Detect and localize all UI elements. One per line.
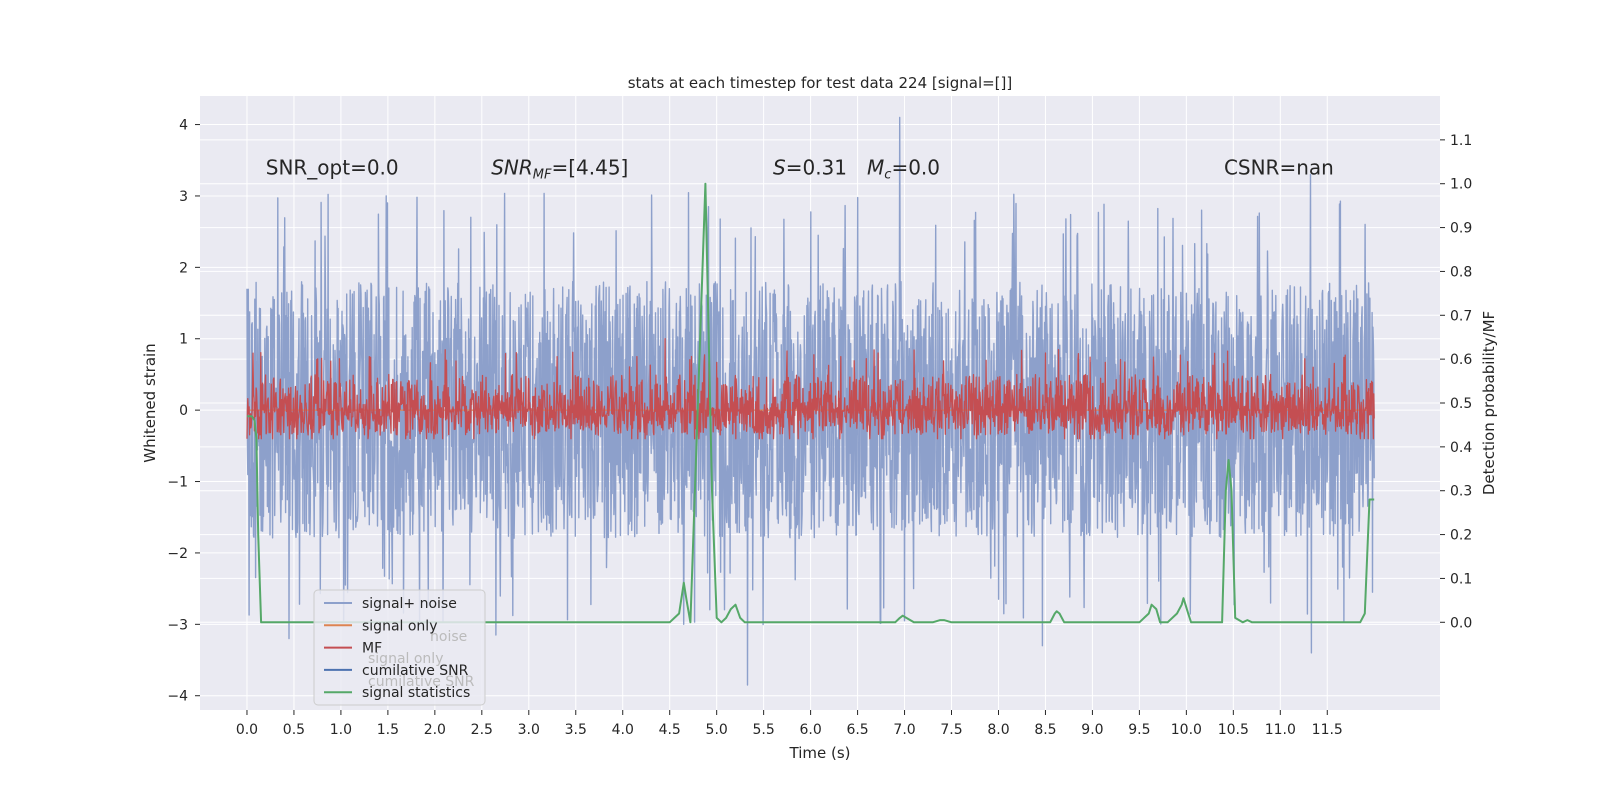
x-tick-label: 7.5: [940, 722, 962, 738]
x-tick-label: 0.5: [283, 722, 305, 738]
y-right-tick-label: 1.1: [1450, 133, 1472, 149]
y-tick-label: 4: [179, 118, 188, 134]
x-tick-label: 1.5: [377, 722, 399, 738]
annotation-text: SNRMF=[4.45]: [491, 156, 628, 183]
y-tick-label: 0: [179, 403, 188, 419]
legend-ghost-label: noise: [430, 629, 467, 645]
y-right-tick-label: 0.1: [1450, 571, 1472, 587]
axes: 0.0 0.5 1.0 1.5 2.0 2.5 3.0 3.5 4.0 4.5 5.0 5.5 6.0 6…: [167, 118, 1472, 738]
y-tick-label: 1: [179, 332, 188, 348]
series-layer: [246, 116, 1375, 686]
legend-ghost-label: signal only: [368, 651, 443, 667]
y-axis-right-label: Detection probability/MF: [1480, 311, 1498, 495]
series-signal-statistics: [247, 182, 1375, 624]
y-tick-label: −2: [167, 546, 188, 562]
y-right-tick-label: 0.5: [1450, 396, 1472, 412]
y-axis-label: Whitened strain: [141, 343, 159, 462]
y-tick-label: 3: [179, 189, 188, 205]
legend-label: signal statistics: [362, 685, 470, 701]
x-tick-label: 9.0: [1081, 722, 1103, 738]
y-right-tick-label: 0.3: [1450, 484, 1472, 500]
x-tick-label: 4.0: [612, 722, 634, 738]
x-tick-label: 3.5: [565, 722, 587, 738]
x-tick-label: 3.0: [518, 722, 540, 738]
x-tick-label: 9.5: [1128, 722, 1150, 738]
x-tick-label: 2.5: [471, 722, 493, 738]
y-tick-label: −3: [167, 617, 188, 633]
y-right-tick-label: 0.9: [1450, 221, 1472, 237]
x-tick-label: 6.0: [799, 722, 821, 738]
x-axis-label: Time (s): [789, 744, 851, 762]
legend-label: signal+ noise: [362, 596, 457, 612]
y-right-tick-label: 1.0: [1450, 177, 1472, 193]
y-right-tick-label: 0.7: [1450, 308, 1472, 324]
legend-box: [313, 589, 486, 706]
annotation-text: S=0.31 Mc=0.0: [773, 156, 940, 183]
legend-label: MF: [362, 641, 382, 657]
legend-ghost-label: cumilative SNR: [368, 674, 475, 690]
x-tick-label: 1.0: [330, 722, 352, 738]
chart-title: stats at each timestep for test data 224…: [628, 74, 1013, 92]
y-right-tick-label: 0.6: [1450, 352, 1472, 368]
x-tick-label: 2.0: [424, 722, 446, 738]
x-tick-label: 8.0: [987, 722, 1009, 738]
x-tick-label: 11.0: [1265, 722, 1296, 738]
y-right-tick-label: 0.0: [1450, 615, 1472, 631]
annotations: SNR_opt=0.0 SNRMF=[4.45] S=0.31 Mc=0.0 CSNR…: [266, 156, 1334, 183]
annotation-text: CSNR=nan: [1224, 156, 1334, 180]
y-tick-label: 2: [179, 260, 188, 276]
x-tick-label: 10.5: [1218, 722, 1249, 738]
y-tick-label: −4: [167, 689, 188, 705]
x-tick-label: 6.5: [846, 722, 868, 738]
y-right-tick-label: 0.4: [1450, 440, 1472, 456]
series-mf: [246, 338, 1375, 440]
x-tick-label: 8.5: [1034, 722, 1056, 738]
x-tick-label: 11.5: [1312, 722, 1343, 738]
series-signal-noise: [246, 116, 1375, 686]
x-tick-label: 5.5: [753, 722, 775, 738]
x-tick-label: 0.0: [236, 722, 258, 738]
y-tick-label: −1: [167, 475, 188, 491]
y-right-tick-label: 0.8: [1450, 264, 1472, 280]
legend-label: signal only: [362, 618, 437, 634]
y-right-tick-label: 0.2: [1450, 528, 1472, 544]
annotation-text: SNR_opt=0.0: [266, 156, 399, 180]
x-tick-label: 10.0: [1171, 722, 1202, 738]
legend-label: cumilative SNR: [362, 663, 469, 679]
x-tick-label: 4.5: [659, 722, 681, 738]
x-tick-label: 5.0: [706, 722, 728, 738]
x-tick-label: 7.0: [893, 722, 915, 738]
